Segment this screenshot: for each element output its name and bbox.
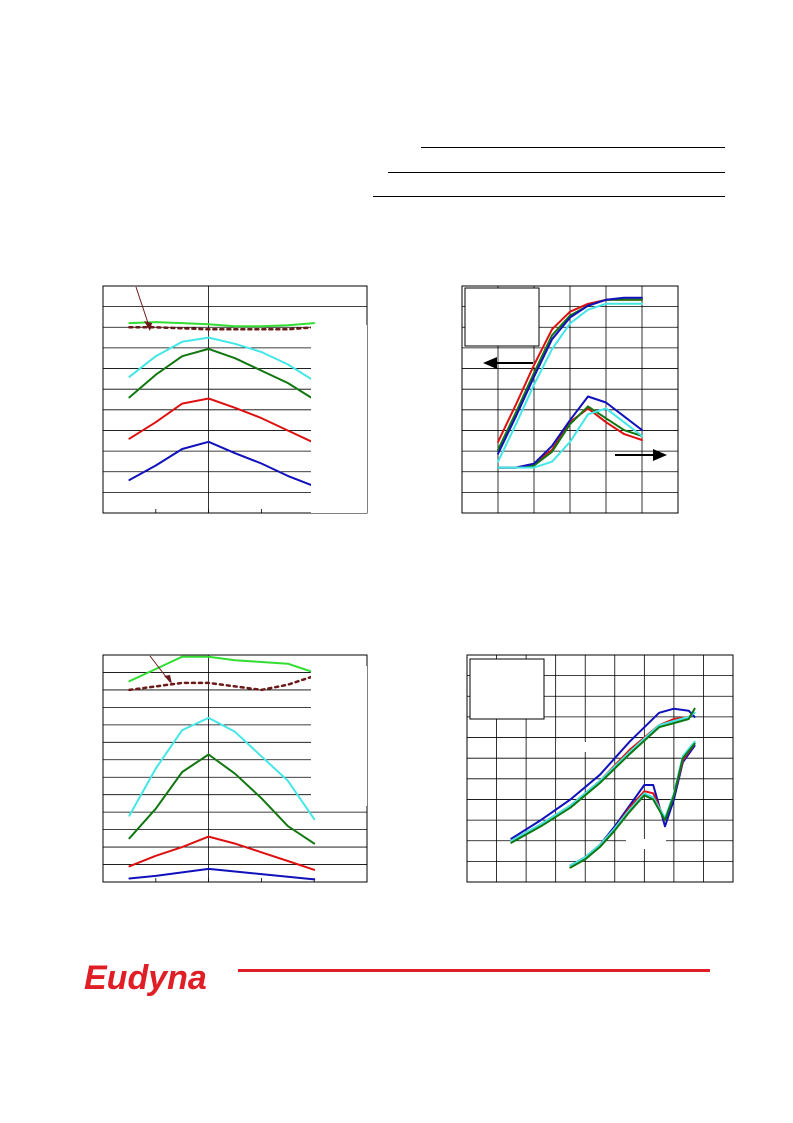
legend-box xyxy=(464,287,540,347)
series-line-cyan xyxy=(497,302,643,463)
series-line-blue xyxy=(497,395,643,469)
footer-rule xyxy=(238,969,710,972)
series-line-blue xyxy=(128,867,316,881)
chart-4 xyxy=(466,654,734,883)
header-rule-1 xyxy=(421,147,725,148)
series-line-dotted xyxy=(128,674,316,692)
series-line-red xyxy=(128,835,316,871)
series-line-blue xyxy=(497,296,643,455)
series-line-dotted xyxy=(128,326,316,331)
legend-box xyxy=(469,658,545,720)
series-line-dark_green xyxy=(128,753,316,845)
series-line-green xyxy=(128,655,316,683)
label-mask xyxy=(556,742,596,752)
label-mask xyxy=(626,839,666,849)
right-axis-arrowhead xyxy=(653,449,667,461)
series-line-dark_green xyxy=(569,742,696,869)
series-line-cyan xyxy=(128,336,316,382)
legend-area xyxy=(311,325,367,513)
series-line-blue xyxy=(128,440,316,488)
logo-text: Eudyna xyxy=(84,959,207,996)
series-line-cyan xyxy=(510,711,696,842)
series-line-red xyxy=(128,397,316,444)
left-axis-arrowhead xyxy=(483,357,497,369)
series-line-green xyxy=(128,321,316,328)
series-line-cyan xyxy=(497,407,643,469)
header-rule-3 xyxy=(373,196,725,197)
legend-area xyxy=(311,666,367,806)
series-line-dark_green xyxy=(128,347,316,401)
series-line-dark_green xyxy=(497,298,643,451)
header-rule-2 xyxy=(388,172,725,173)
series-line-cyan xyxy=(128,716,316,821)
chart-3 xyxy=(102,654,368,883)
eudyna-logo: Eudyna xyxy=(84,959,207,996)
series-line-blue xyxy=(510,707,696,840)
chart-1 xyxy=(102,285,368,514)
pointer-arrowhead xyxy=(164,675,172,684)
series-line-dark_green xyxy=(510,707,696,844)
chart-2 xyxy=(461,285,679,514)
pointer-arrowhead xyxy=(144,321,152,331)
